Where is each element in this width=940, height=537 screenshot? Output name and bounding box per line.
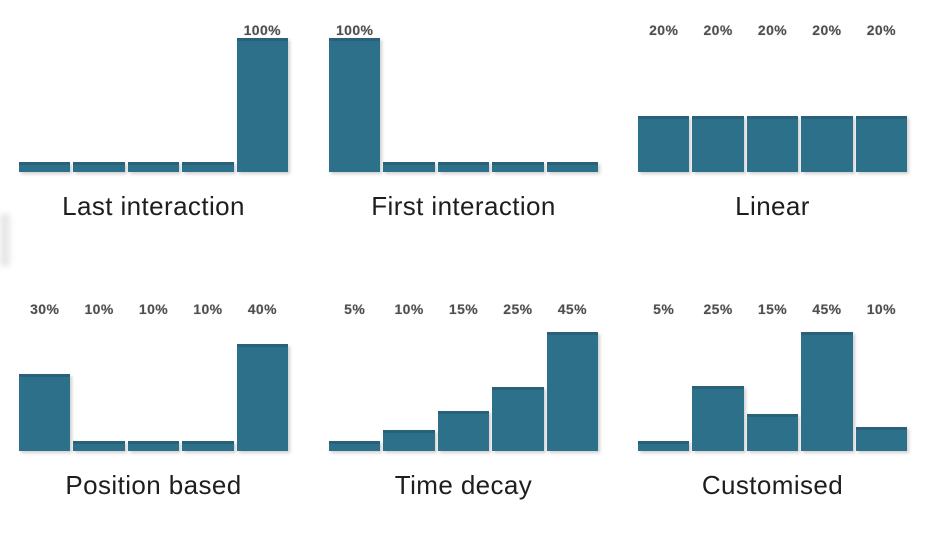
chart-customised: 5% 25% 15% 45% 10% Customised [638,301,908,501]
bar-value-label: 20% [649,22,679,38]
bar [746,414,799,451]
bar [692,386,744,451]
chart-first-interaction: 100% First interaction [329,22,599,222]
bar-value-label: 15% [757,301,788,317]
bar-value-label: 25% [503,301,533,317]
bar [801,332,853,451]
bar-value-labels: 100% [329,22,598,38]
chart-title: Position based [65,470,242,500]
bar-value-label: 100% [335,22,374,38]
bar-value-label: 25% [703,301,733,317]
bar-plot [19,38,289,172]
bar-value-labels: 30% 10% 10% 10% 40% [19,301,288,317]
bar [236,38,289,172]
edge-artifact [0,214,10,266]
bar-value-label: 10% [866,301,896,317]
chart-last-interaction: 100% Last interaction [19,22,289,222]
bar-plot [638,38,908,172]
bar [127,441,180,451]
bar [492,387,544,451]
bar [638,116,690,172]
bar [546,332,599,451]
bar-value-label: 20% [757,22,788,38]
bar [127,162,180,172]
chart-title: Time decay [394,470,533,500]
chart-time-decay: 5% 10% 15% 25% 45% Time decay [329,301,599,501]
bar [638,441,690,451]
bar [182,441,234,451]
bar-value-label: 10% [394,301,424,317]
bar-plot [638,317,908,451]
bar-value-label: 20% [866,22,896,38]
bar-value-label: 10% [84,301,114,317]
bar [73,162,125,172]
bar-value-labels: 100% [19,22,288,38]
bar [383,430,435,451]
bar [236,344,289,451]
bar [19,374,71,451]
bar [546,162,599,172]
bar [329,38,381,172]
bar [437,411,490,451]
bar-value-labels: 20% 20% 20% 20% 20% [638,22,907,38]
bar-value-label: 5% [344,301,366,317]
bar-value-label: 5% [653,301,675,317]
bar [437,162,490,172]
bar-value-label: 20% [812,22,842,38]
bar-plot [329,38,599,172]
bar-value-labels: 5% 10% 15% 25% 45% [329,301,598,317]
bar-value-label: 100% [243,22,282,38]
bar-plot [19,317,289,451]
bar [692,116,744,172]
bar-value-label: 45% [557,301,587,317]
bar-plot [329,317,599,451]
bar [492,162,544,172]
chart-position-based: 30% 10% 10% 10% 40% Position based [19,301,289,501]
bar-value-label: 45% [812,301,842,317]
bar-value-label: 10% [193,301,223,317]
bar [383,162,435,172]
bar-value-label: 10% [138,301,169,317]
bar-value-labels: 5% 25% 15% 45% 10% [638,301,907,317]
chart-linear: 20% 20% 20% 20% 20% Linear [638,22,908,222]
bar [182,162,234,172]
bar [73,441,125,451]
bar-value-label: 15% [448,301,479,317]
bar [855,427,908,451]
bar-value-label: 40% [247,301,277,317]
bar [329,441,381,451]
chart-title: Linear [735,191,810,221]
chart-title: First interaction [371,191,556,221]
chart-title: Last interaction [62,191,245,221]
bar [801,116,853,172]
bar [855,116,908,172]
bar-value-label: 30% [30,301,60,317]
bar [19,162,71,172]
bar-value-label: 20% [703,22,733,38]
bar [746,116,799,172]
chart-title: Customised [701,470,844,500]
